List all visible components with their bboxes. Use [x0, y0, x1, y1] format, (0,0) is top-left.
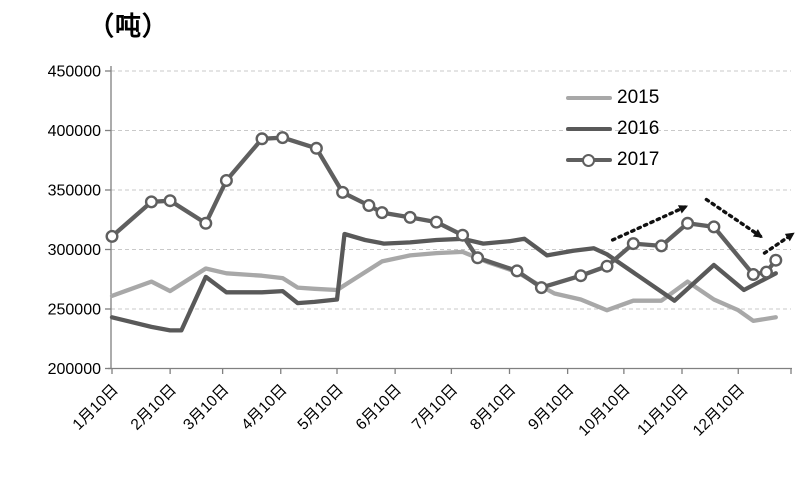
data-point-marker	[403, 210, 417, 224]
y-tick-label: 350000	[48, 183, 101, 200]
data-point-marker	[375, 206, 389, 220]
x-tick-label: 1月10日	[70, 381, 122, 433]
legend-circle-marker-icon	[582, 153, 595, 167]
series-line-2015	[109, 249, 778, 324]
data-point-marker	[144, 195, 158, 209]
data-point-marker	[199, 216, 213, 230]
data-point-marker	[600, 259, 614, 273]
data-point-marker	[105, 229, 119, 243]
x-tick-label: 2月10日	[128, 381, 180, 433]
legend: 2015 2016 2017	[566, 87, 660, 170]
x-tick-label: 11月10日	[634, 381, 692, 439]
legend-line-sample-2016	[566, 126, 612, 132]
data-point-marker	[534, 281, 548, 295]
y-tick-label: 400000	[48, 123, 101, 140]
y-tick-label: 450000	[48, 64, 101, 81]
trend-arrow	[762, 232, 795, 255]
x-tick-label: 7月10日	[409, 381, 461, 433]
data-point-marker	[759, 265, 773, 279]
data-point-marker	[654, 239, 668, 253]
x-tick-label: 10月10日	[575, 381, 633, 439]
data-point-marker	[769, 253, 783, 267]
data-point-marker	[746, 268, 760, 282]
trend-arrow	[610, 204, 689, 242]
legend-line-sample-2015	[566, 95, 612, 101]
x-tick-label: 5月10日	[295, 381, 347, 433]
axis-unit-title: （吨）	[88, 11, 170, 41]
data-point-marker	[574, 269, 588, 283]
y-tick-label: 250000	[48, 302, 101, 319]
data-point-marker	[276, 131, 290, 145]
data-point-marker	[456, 228, 470, 242]
legend-item-2015: 2015	[566, 87, 660, 108]
x-tick-label: 12月10日	[690, 381, 748, 439]
data-point-marker	[309, 141, 323, 155]
x-tick-label: 4月10日	[238, 381, 290, 433]
data-point-marker	[163, 194, 177, 208]
data-point-marker	[255, 132, 269, 146]
data-point-marker	[362, 198, 376, 212]
data-point-marker	[681, 216, 695, 230]
legend-line-sample-2017	[566, 153, 612, 167]
data-point-marker	[471, 251, 485, 265]
data-point-marker	[510, 264, 524, 278]
series-line-2016	[109, 231, 778, 333]
data-point-marker	[707, 220, 721, 234]
data-point-marker	[429, 215, 443, 229]
legend-label-2015: 2015	[617, 87, 660, 108]
legend-label-2016: 2016	[617, 118, 660, 139]
legend-label-2017: 2017	[617, 149, 660, 170]
x-tick-label: 8月10日	[467, 381, 519, 433]
trend-arrow	[704, 197, 763, 239]
legend-item-2017: 2017	[566, 149, 660, 170]
data-point-marker	[219, 173, 233, 187]
legend-item-2016: 2016	[566, 118, 660, 139]
x-tick-label: 9月10日	[525, 381, 577, 433]
data-point-marker	[626, 237, 640, 251]
x-tick-label: 3月10日	[180, 381, 232, 433]
data-point-marker	[336, 185, 350, 199]
y-tick-label: 300000	[48, 242, 101, 259]
x-tick-label: 6月10日	[353, 381, 405, 433]
y-tick-label: 200000	[48, 361, 101, 378]
